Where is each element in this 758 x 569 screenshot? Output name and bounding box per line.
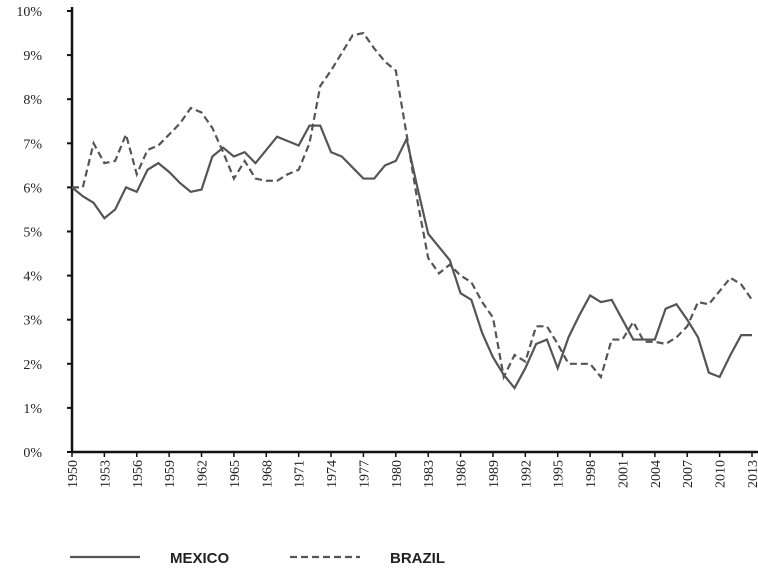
x-tick-label: 1998 <box>584 460 599 488</box>
y-tick-label: 1% <box>23 402 42 417</box>
x-tick-label: 2001 <box>616 460 631 488</box>
x-tick-label: 2004 <box>649 460 664 488</box>
y-tick-label: 3% <box>23 314 42 329</box>
x-tick-label: 2010 <box>714 460 729 488</box>
x-tick-label: 1956 <box>131 460 146 488</box>
y-tick-label: 2% <box>23 358 42 373</box>
y-tick-label: 6% <box>23 181 42 196</box>
x-tick-label: 1977 <box>357 460 372 488</box>
y-tick-label: 5% <box>23 226 42 241</box>
y-tick-label: 9% <box>23 49 42 64</box>
x-tick-label: 1962 <box>196 460 211 488</box>
x-tick-label: 1980 <box>390 460 405 488</box>
x-tick-label: 1968 <box>260 460 275 488</box>
x-tick-label: 1995 <box>552 460 567 488</box>
x-tick-label: 1989 <box>487 460 502 488</box>
y-tick-label: 10% <box>16 5 42 20</box>
x-tick-label: 1959 <box>163 460 178 488</box>
x-tick-label: 1986 <box>455 460 470 488</box>
series-line <box>72 31 753 381</box>
legend-label: MEXICO <box>170 550 230 567</box>
legend-label: BRAZIL <box>390 550 445 567</box>
y-tick-label: 7% <box>23 137 42 152</box>
x-tick-label: 1971 <box>293 460 308 488</box>
y-tick-label: 4% <box>23 270 42 285</box>
x-tick-label: 1974 <box>325 460 340 488</box>
x-tick-label: 1992 <box>519 460 534 488</box>
x-tick-label: 2013 <box>746 460 758 488</box>
x-tick-label: 1950 <box>66 460 81 488</box>
x-tick-label: 1965 <box>228 460 243 488</box>
x-tick-label: 2007 <box>681 460 696 488</box>
x-tick-label: 1983 <box>422 460 437 488</box>
y-tick-label: 0% <box>23 446 42 461</box>
series-line <box>71 124 752 391</box>
x-tick-label: 1953 <box>98 460 113 488</box>
y-tick-label: 8% <box>23 93 42 108</box>
